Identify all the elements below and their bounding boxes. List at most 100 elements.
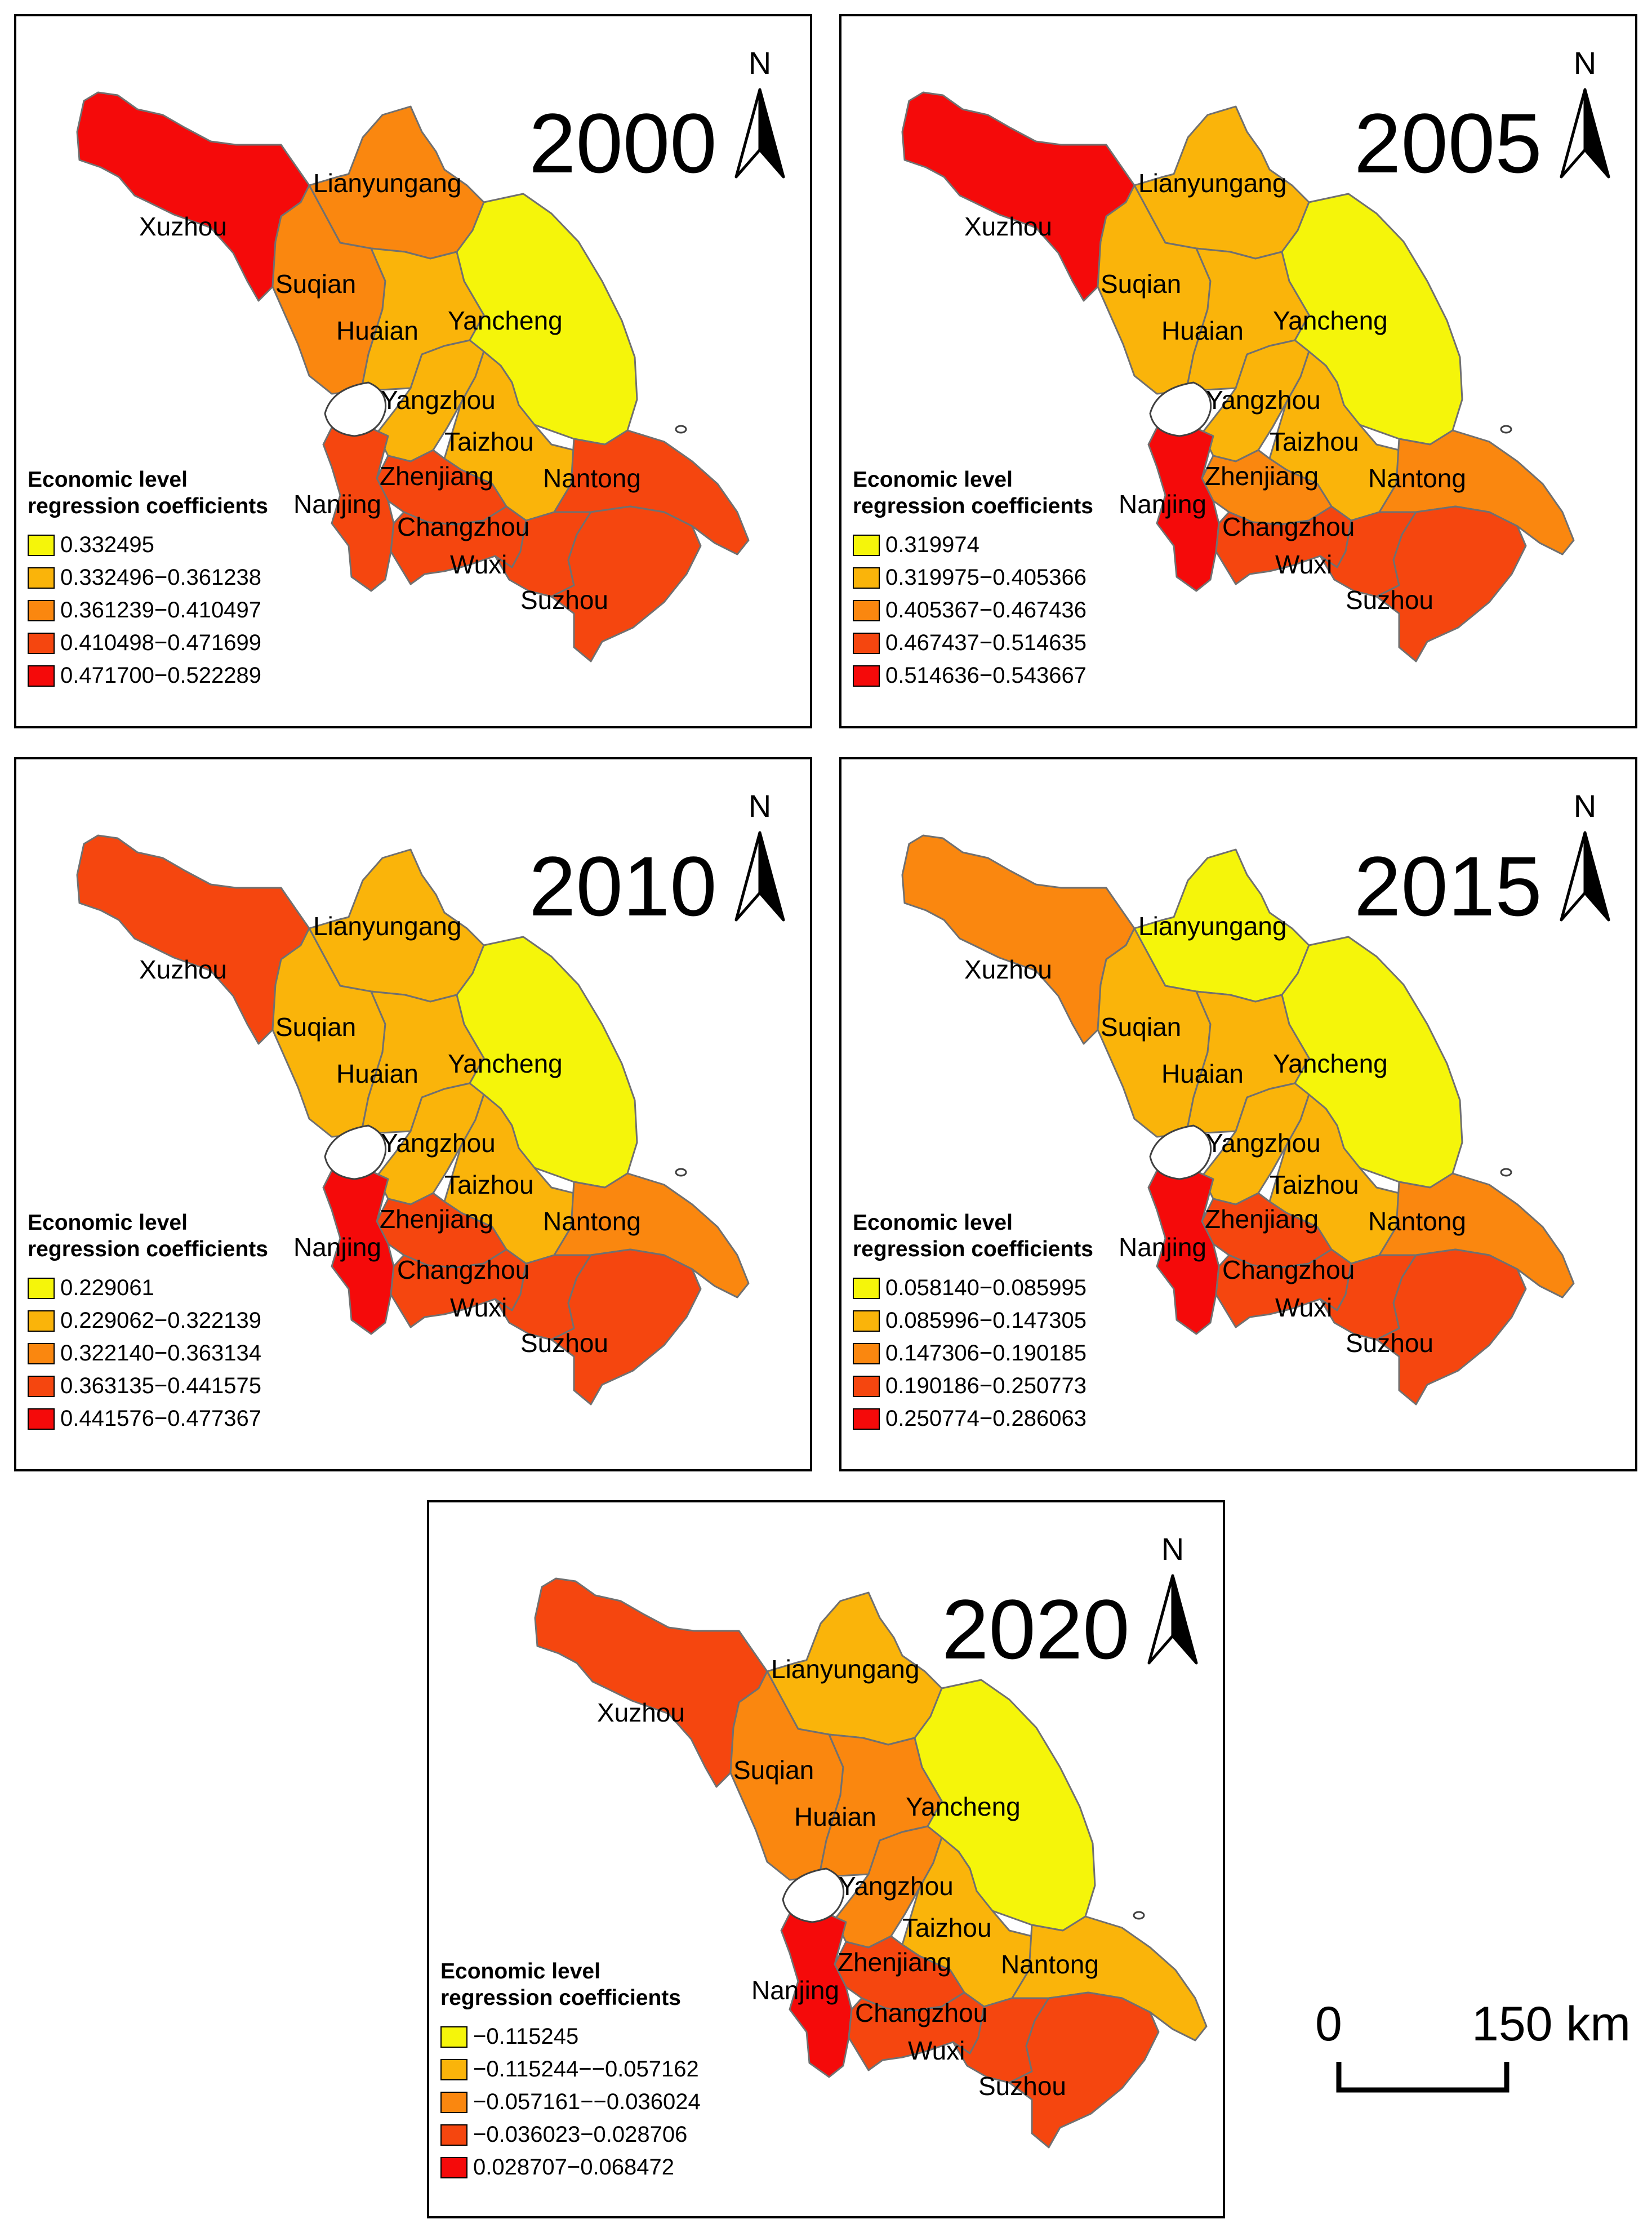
legend-item: 0.190186−0.250773 (853, 1370, 1093, 1403)
north-label: N (1161, 1531, 1185, 1567)
city-label-zhenjiang: Zhenjiang (1205, 1204, 1319, 1234)
island (1500, 425, 1512, 434)
city-label-taizhou: Taizhou (902, 1913, 992, 1942)
island (1133, 1911, 1145, 1920)
city-label-nantong: Nantong (543, 1207, 641, 1236)
city-label-xuzhou: Xuzhou (139, 955, 228, 984)
map-panel-2020: Lianyungang Xuzhou Suqian Huaian Yancheng Yan… (427, 1500, 1225, 2218)
region-map (534, 1577, 1208, 2149)
legend-item: 0.361239−0.410497 (28, 594, 268, 627)
city-label-yancheng: Yancheng (448, 306, 563, 335)
city-label-xuzhou: Xuzhou (597, 1698, 685, 1727)
legend-item: 0.319974 (853, 529, 1093, 562)
city-label-suqian: Suqian (275, 1012, 357, 1042)
legend-swatch (853, 632, 880, 654)
legend-item: 0.229061 (28, 1272, 268, 1305)
legend-item: 0.058140−0.085995 (853, 1272, 1093, 1305)
city-label-yangzhou: Yangzhou (1206, 385, 1321, 415)
region-yancheng (456, 193, 638, 446)
north-arrow: N (729, 47, 791, 183)
legend-swatch (853, 599, 880, 621)
city-label-nanjing: Nanjing (1119, 1233, 1206, 1262)
legend-item: 0.467437−0.514635 (853, 627, 1093, 660)
legend-title-line2: regression coefficients (28, 493, 268, 518)
legend-swatch (853, 1375, 880, 1397)
city-label-taizhou: Taizhou (1270, 427, 1359, 456)
map-panel-2015: Lianyungang Xuzhou Suqian Huaian Yancheng Yan… (839, 757, 1637, 1471)
city-label-huaian: Huaian (336, 316, 418, 345)
city-label-suqian: Suqian (1101, 1012, 1182, 1042)
legend-item: 0.332496−0.361238 (28, 562, 268, 594)
scale-bar-line (1336, 2062, 1509, 2093)
city-label-suzhou: Suzhou (520, 585, 609, 615)
region-suzhou (550, 505, 702, 662)
city-label-huaian: Huaian (1161, 1059, 1244, 1088)
island (675, 1168, 687, 1177)
legend-item-label: 0.332495 (60, 532, 154, 558)
year-label: 2010 (529, 839, 717, 933)
legend-title-line2: regression coefficients (853, 493, 1093, 518)
lake (1149, 1124, 1212, 1180)
legend-title-line1: Economic level (28, 1211, 188, 1235)
legend-title-line2: regression coefficients (28, 1237, 268, 1261)
legend: Economic level regression coefficients 0.0… (853, 1210, 1093, 1435)
legend-item: −0.115244−−0.057162 (440, 2053, 701, 2086)
city-label-yancheng: Yancheng (1273, 1049, 1388, 1078)
city-label-nanjing: Nanjing (751, 1976, 839, 2005)
region-yancheng (1281, 936, 1463, 1189)
region-nanjing (322, 422, 395, 592)
city-label-nantong: Nantong (1368, 1207, 1466, 1236)
legend-swatch (853, 1310, 880, 1332)
legend-title: Economic level regression coefficients (28, 467, 268, 520)
legend-item: 0.319975−0.405366 (853, 562, 1093, 594)
region-nanjing (1147, 1165, 1220, 1335)
legend-swatch (28, 567, 55, 589)
city-label-changzhou: Changzhou (855, 1998, 988, 2027)
legend-title-line1: Economic level (28, 468, 188, 492)
legend-item: 0.405367−0.467436 (853, 594, 1093, 627)
legend-item-label: 0.361239−0.410497 (60, 598, 262, 623)
city-label-xuzhou: Xuzhou (139, 212, 228, 241)
scale-bar: 0 150 km (1315, 2000, 1642, 2101)
legend-swatch (853, 1408, 880, 1430)
legend-title-line2: regression coefficients (440, 1985, 681, 2010)
island (1500, 1168, 1512, 1177)
legend-swatch (440, 2091, 467, 2113)
city-label-wuxi: Wuxi (1275, 1293, 1333, 1322)
map-panel-2005: Lianyungang Xuzhou Suqian Huaian Yancheng Yan… (839, 14, 1637, 728)
city-label-yancheng: Yancheng (448, 1049, 563, 1078)
city-label-suqian: Suqian (733, 1755, 814, 1785)
legend-swatch (853, 665, 880, 687)
legend-swatch (28, 599, 55, 621)
city-label-changzhou: Changzhou (1222, 512, 1355, 541)
city-label-yancheng: Yancheng (1273, 306, 1388, 335)
scale-max-label: 150 km (1472, 1997, 1631, 2051)
city-label-lianyungang: Lianyungang (313, 911, 462, 941)
north-arrow-icon (1147, 1574, 1198, 1665)
city-label-changzhou: Changzhou (1222, 1255, 1355, 1284)
legend-item: 0.514636−0.543667 (853, 660, 1093, 692)
legend-item-label: 0.147306−0.190185 (885, 1341, 1087, 1366)
legend-item: 0.471700−0.522289 (28, 660, 268, 692)
legend-item: 0.250774−0.286063 (853, 1403, 1093, 1435)
legend-swatch (853, 534, 880, 556)
legend-swatch (28, 1408, 55, 1430)
legend-item: 0.410498−0.471699 (28, 627, 268, 660)
legend-item-label: −0.115245 (473, 2024, 579, 2049)
legend-swatch (28, 1277, 55, 1299)
legend-swatch (28, 1342, 55, 1364)
north-arrow-icon (734, 831, 785, 922)
city-label-nanjing: Nanjing (293, 490, 381, 519)
region-map (76, 834, 750, 1406)
legend-swatch (28, 1310, 55, 1332)
city-label-nanjing: Nanjing (293, 1233, 381, 1262)
city-label-wuxi: Wuxi (1275, 550, 1333, 579)
city-label-huaian: Huaian (336, 1059, 418, 1088)
city-label-yangzhou: Yangzhou (839, 1871, 954, 1901)
city-label-nantong: Nantong (1001, 1950, 1099, 1979)
year-label: 2020 (942, 1582, 1130, 1676)
legend-item-label: −0.036023−0.028706 (473, 2122, 688, 2147)
city-label-lianyungang: Lianyungang (313, 168, 462, 198)
region-suzhou (1008, 1991, 1160, 2149)
north-label: N (1573, 45, 1597, 81)
